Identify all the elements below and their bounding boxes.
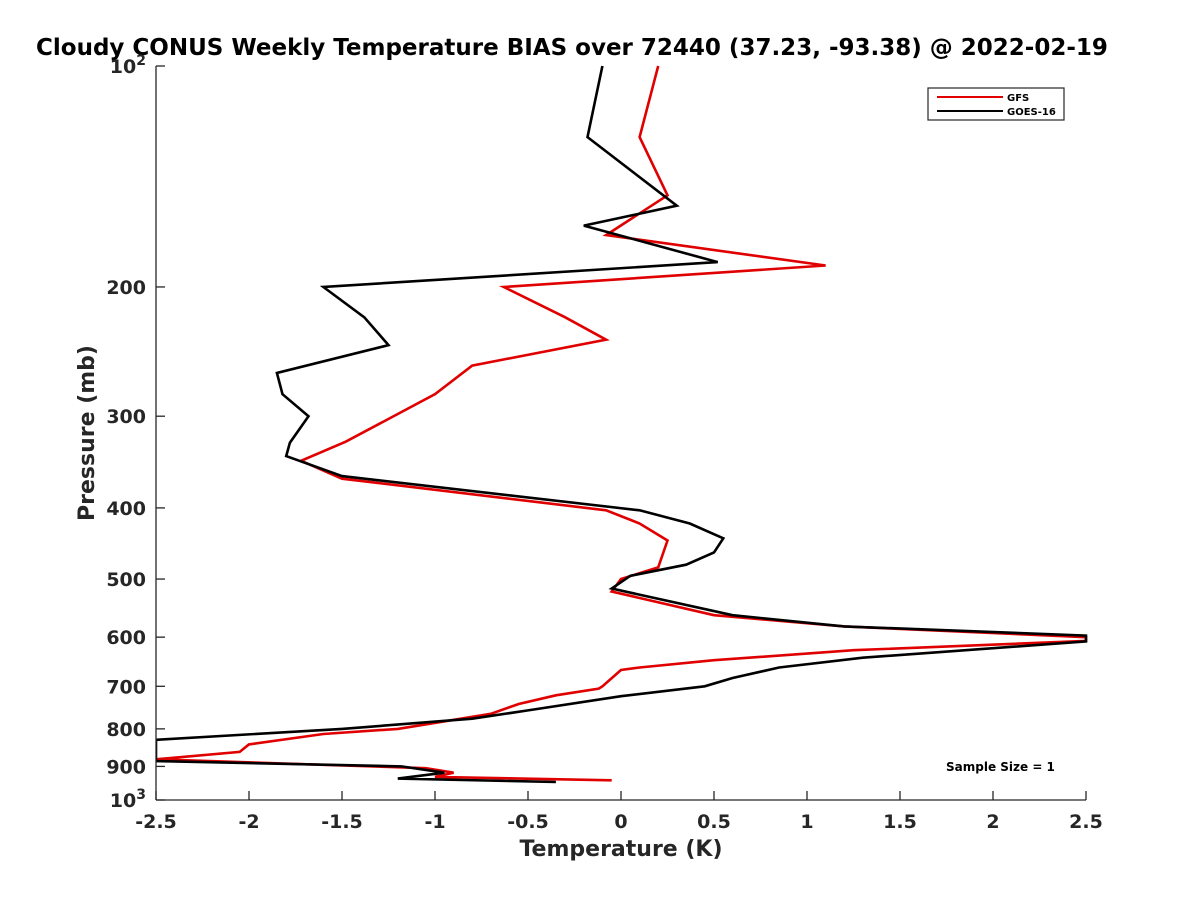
series-layer [156,65,1088,784]
x-axis-label: Temperature (K) [519,837,722,862]
y-axis-label: Pressure (mb) [75,345,100,521]
y-tick-label: 700 [106,676,146,698]
plot-area: -2.5 -2 -1.5 -1 -0.5 0 0.5 1 1.5 2 2.5 102 200 300 40… [106,53,1103,833]
legend-box [927,87,1065,121]
x-tick-label: 1.5 [883,811,917,833]
y-tick-label: 102 [110,53,146,78]
legend-label-goes16: GOES-16 [1007,107,1056,118]
legend-label-gfs: GFS [1007,93,1029,104]
chart-title: Cloudy CONUS Weekly Temperature BIAS ove… [36,35,1108,61]
legend: GFS GOES-16 [927,87,1065,121]
x-tick-label: -0.5 [507,811,549,833]
y-tick-label: 300 [106,406,146,428]
x-tick-label: 1 [800,811,813,833]
x-tick-label: -1.5 [321,811,363,833]
x-tick-label: 0.5 [697,811,731,833]
x-tick-label: 0 [614,811,627,833]
y-tick-label: 500 [106,569,146,591]
y-tick-label: 800 [106,719,146,741]
y-tick-label: 600 [106,627,146,649]
x-tick-label: -2 [238,811,259,833]
sample-size-annotation: Sample Size = 1 [946,760,1055,774]
x-axis-ticks: -2.5 -2 -1.5 -1 -0.5 0 0.5 1 1.5 2 2.5 [135,791,1103,833]
x-tick-label: 2 [986,811,999,833]
y-tick-label: 103 [110,787,146,812]
x-tick-label: -2.5 [135,811,177,833]
series-line-goes16 [156,65,1088,784]
y-tick-label: 200 [106,277,146,299]
series-line-gfs [156,65,1088,782]
x-tick-label: 2.5 [1069,811,1103,833]
x-tick-label: -1 [424,811,445,833]
y-axis-ticks: 102 200 300 400 500 600 700 800 900 103 [106,53,165,812]
y-tick-label: 900 [106,756,146,778]
y-tick-label: 400 [106,498,146,520]
